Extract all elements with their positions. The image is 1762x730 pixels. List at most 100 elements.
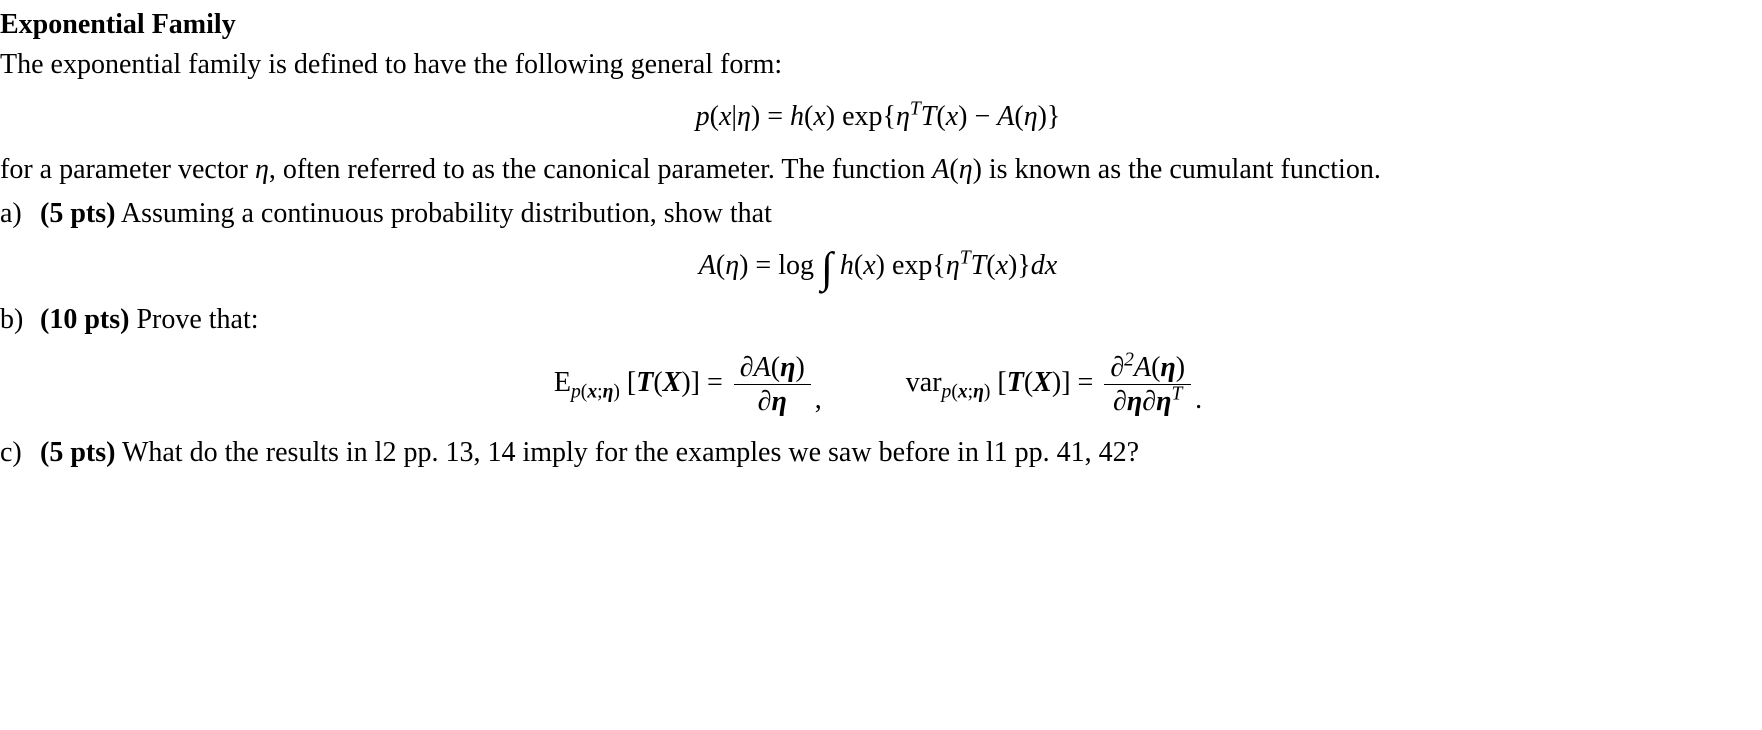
period: . bbox=[1195, 384, 1202, 415]
sym-A: A bbox=[932, 154, 949, 185]
list-item-a: a) (5 pts) Assuming a continuous probabi… bbox=[0, 195, 1756, 233]
fraction: ∂2A(η) ∂η∂ηT bbox=[1104, 353, 1191, 417]
sym-eta: η bbox=[780, 352, 795, 383]
sym-T: T bbox=[1007, 367, 1024, 398]
sym-T: T bbox=[636, 367, 653, 398]
space bbox=[814, 250, 821, 281]
item-body: (5 pts) Assuming a continuous probabilit… bbox=[40, 195, 1756, 233]
paren-open: ( bbox=[1151, 352, 1160, 383]
sym-eta: η bbox=[1127, 386, 1142, 417]
sym-X: X bbox=[1033, 367, 1052, 398]
sym-x: x bbox=[958, 381, 968, 402]
space bbox=[885, 250, 892, 281]
text: for a parameter vector bbox=[0, 154, 255, 185]
paren-open: ( bbox=[854, 250, 863, 281]
superscript-T: T bbox=[960, 248, 971, 269]
paragraph-canonical: for a parameter vector η, often referred… bbox=[0, 151, 1756, 189]
paren-open: ( bbox=[804, 101, 813, 132]
paren-close: ) bbox=[1038, 101, 1047, 132]
paren-close: ) bbox=[826, 101, 835, 132]
sym-d: d bbox=[1031, 250, 1045, 281]
sym-h: h bbox=[790, 101, 804, 132]
item-label: b) bbox=[0, 301, 40, 339]
sym-T: T bbox=[971, 250, 987, 281]
brace-open: { bbox=[883, 101, 896, 132]
equals: = bbox=[700, 367, 730, 398]
paren-open: ( bbox=[986, 250, 995, 281]
sym-eta: η bbox=[896, 101, 910, 132]
paren-close: ) bbox=[1052, 367, 1061, 398]
sym-p: p bbox=[942, 381, 952, 402]
paren-open: ( bbox=[710, 101, 719, 132]
partial-icon: ∂ bbox=[1142, 386, 1156, 417]
paren-open: ( bbox=[1024, 367, 1033, 398]
partial-icon: ∂ bbox=[758, 386, 772, 417]
sym-x: x bbox=[996, 250, 1008, 281]
sym-eta: η bbox=[1156, 386, 1171, 417]
points-label: (5 pts) bbox=[40, 198, 115, 229]
equation-log-partition: A(η) = log ∫ h(x) exp{ηTT(x)}dx bbox=[0, 247, 1756, 285]
sym-x: x bbox=[587, 381, 597, 402]
brace-close: } bbox=[1017, 250, 1030, 281]
minus: − bbox=[967, 101, 997, 132]
item-body: (5 pts) What do the results in l2 pp. 13… bbox=[40, 434, 1756, 472]
op-exp: exp bbox=[892, 250, 932, 281]
equals: = bbox=[748, 250, 778, 281]
paren-open: ( bbox=[936, 101, 945, 132]
op-exp: exp bbox=[842, 101, 882, 132]
space bbox=[620, 367, 627, 398]
item-text: What do the results in l2 pp. 13, 14 imp… bbox=[115, 437, 1139, 468]
brace-open: { bbox=[932, 250, 945, 281]
item-body: (10 pts) Prove that: bbox=[40, 301, 1756, 339]
bracket-open: [ bbox=[997, 367, 1006, 398]
fraction-numerator: ∂A(η) bbox=[734, 353, 811, 385]
sym-eta: η bbox=[772, 386, 787, 417]
sym-x: x bbox=[813, 101, 825, 132]
bracket-open: [ bbox=[627, 367, 636, 398]
paren-close: ) bbox=[876, 250, 885, 281]
op-log: log bbox=[778, 250, 814, 281]
bracket-close: ] bbox=[691, 367, 700, 398]
op-expectation: E bbox=[554, 367, 571, 398]
sym-A: A bbox=[997, 101, 1014, 132]
sym-x: x bbox=[946, 101, 958, 132]
paren-close: ) bbox=[613, 381, 620, 402]
fraction-denominator: ∂η∂ηT bbox=[1104, 385, 1191, 416]
fraction-numerator: ∂2A(η) bbox=[1104, 353, 1191, 385]
sym-eta: η bbox=[603, 381, 614, 402]
text: , often referred to as the canonical par… bbox=[269, 154, 932, 185]
bracket-close: ] bbox=[1061, 367, 1070, 398]
intro-paragraph: The exponential family is defined to hav… bbox=[0, 46, 1756, 84]
paren-close: ) bbox=[751, 101, 760, 132]
item-label: a) bbox=[0, 195, 40, 233]
sym-h: h bbox=[840, 250, 854, 281]
sym-p: p bbox=[571, 381, 581, 402]
sym-x: x bbox=[1045, 250, 1057, 281]
sym-A: A bbox=[754, 352, 771, 383]
superscript-2: 2 bbox=[1124, 349, 1134, 370]
points-label: (5 pts) bbox=[40, 437, 115, 468]
subscript-p: p(x;η) bbox=[942, 381, 991, 402]
comma: , bbox=[815, 384, 822, 415]
sym-A: A bbox=[1134, 352, 1151, 383]
page: Exponential Family The exponential famil… bbox=[0, 0, 1762, 486]
sym-X: X bbox=[663, 367, 682, 398]
item-label: c) bbox=[0, 434, 40, 472]
sym-eta: η bbox=[255, 154, 269, 185]
text: is known as the cumulant function. bbox=[982, 154, 1381, 185]
sym-eta: η bbox=[959, 154, 973, 185]
paren-close: ) bbox=[973, 154, 982, 185]
section-heading: Exponential Family bbox=[0, 6, 1756, 44]
sym-T: T bbox=[921, 101, 937, 132]
op-variance: var bbox=[906, 367, 942, 398]
paren-close: ) bbox=[681, 367, 690, 398]
paren-open: ( bbox=[1014, 101, 1023, 132]
equation-moments: Ep(x;η) [T(X)] = ∂A(η) ∂η , varp(x;η) [T… bbox=[0, 353, 1756, 419]
superscript-T: T bbox=[910, 98, 921, 119]
paren-close: ) bbox=[1008, 250, 1017, 281]
partial-icon: ∂ bbox=[1110, 352, 1124, 383]
equation-density: p(x|η) = h(x) exp{ηTT(x) − A(η)} bbox=[0, 98, 1756, 136]
paren-close: ) bbox=[795, 352, 804, 383]
sym-eta: η bbox=[946, 250, 960, 281]
item-text: Assuming a continuous probability distri… bbox=[115, 198, 771, 229]
